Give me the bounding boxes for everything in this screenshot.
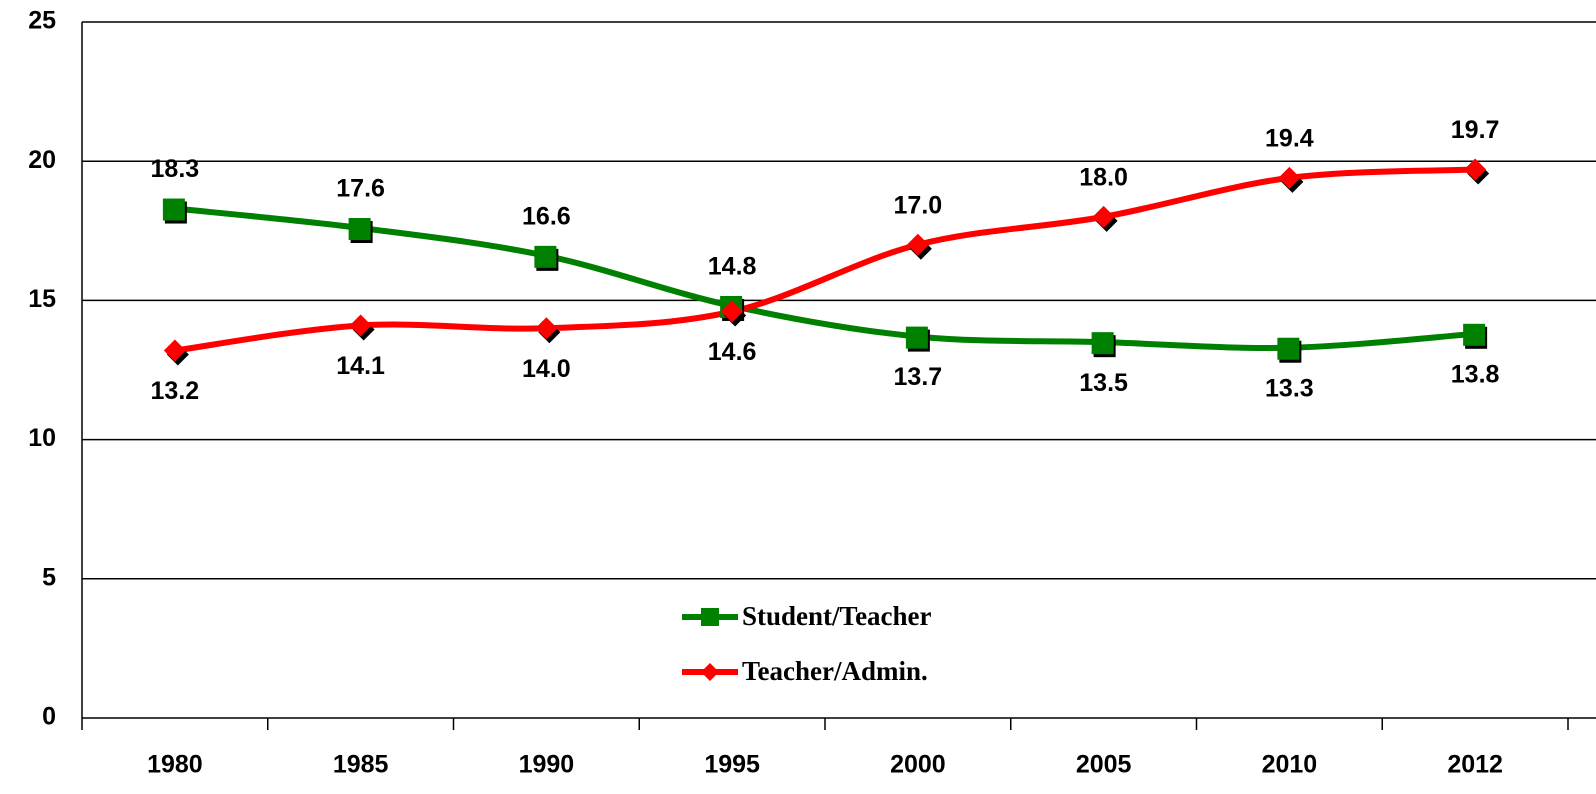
data-label: 16.6 — [522, 202, 571, 230]
y-tick-label: 20 — [28, 146, 56, 174]
legend-label: Teacher/Admin. — [742, 656, 928, 686]
line — [174, 205, 1476, 351]
legend-label: Student/Teacher — [742, 601, 932, 631]
marker — [349, 314, 372, 337]
y-tick-label: 15 — [28, 285, 56, 313]
data-label: 14.1 — [336, 352, 385, 380]
data-label: 18.3 — [151, 155, 200, 183]
marker — [1277, 337, 1300, 360]
legend: Student/Teacher Teacher/Admin. — [682, 601, 932, 686]
data-label: 18.0 — [1079, 163, 1128, 191]
marker — [534, 245, 557, 268]
x-tick-label: 2005 — [1076, 751, 1132, 779]
data-label: 19.4 — [1265, 125, 1314, 153]
legend-marker — [701, 608, 719, 626]
line — [174, 166, 1476, 354]
marker — [162, 198, 185, 221]
x-tick-label: 1990 — [519, 751, 575, 779]
marker — [906, 233, 929, 256]
x-tick-label: 1980 — [147, 751, 203, 779]
y-tick-label: 25 — [28, 7, 56, 35]
data-label: 13.8 — [1451, 360, 1500, 388]
y-tick-label: 10 — [28, 424, 56, 452]
marker — [905, 326, 928, 349]
legend-marker — [701, 663, 719, 681]
data-label: 14.8 — [708, 253, 757, 281]
data-label: 14.0 — [522, 355, 571, 383]
marker — [721, 300, 744, 323]
marker — [1278, 166, 1301, 189]
x-tick-label: 1985 — [333, 751, 389, 779]
data-label: 17.6 — [336, 175, 385, 203]
x-tick-label: 2010 — [1262, 751, 1318, 779]
data-label: 17.0 — [894, 191, 943, 219]
data-label: 13.5 — [1079, 369, 1128, 397]
marker — [163, 339, 186, 362]
x-tick-label: 2000 — [890, 751, 946, 779]
data-label: 14.6 — [708, 338, 757, 366]
x-tick-label: 2012 — [1447, 751, 1503, 779]
marker — [535, 317, 558, 340]
data-label: 13.3 — [1265, 374, 1314, 402]
marker — [1464, 158, 1487, 181]
marker — [1092, 205, 1115, 228]
marker — [1463, 323, 1486, 346]
marker — [348, 218, 371, 241]
x-tick-label: 1995 — [704, 751, 760, 779]
data-label: 13.2 — [151, 377, 200, 405]
y-tick-label: 0 — [42, 703, 56, 731]
data-label: 19.7 — [1451, 116, 1500, 144]
data-label: 13.7 — [894, 363, 943, 391]
y-tick-label: 5 — [42, 563, 56, 591]
marker — [1091, 332, 1114, 355]
